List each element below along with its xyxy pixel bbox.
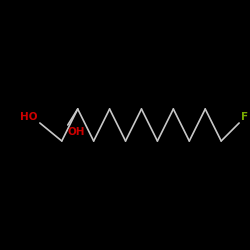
Text: OH: OH	[68, 127, 85, 137]
Text: F: F	[241, 112, 248, 122]
Text: HO: HO	[20, 112, 38, 122]
